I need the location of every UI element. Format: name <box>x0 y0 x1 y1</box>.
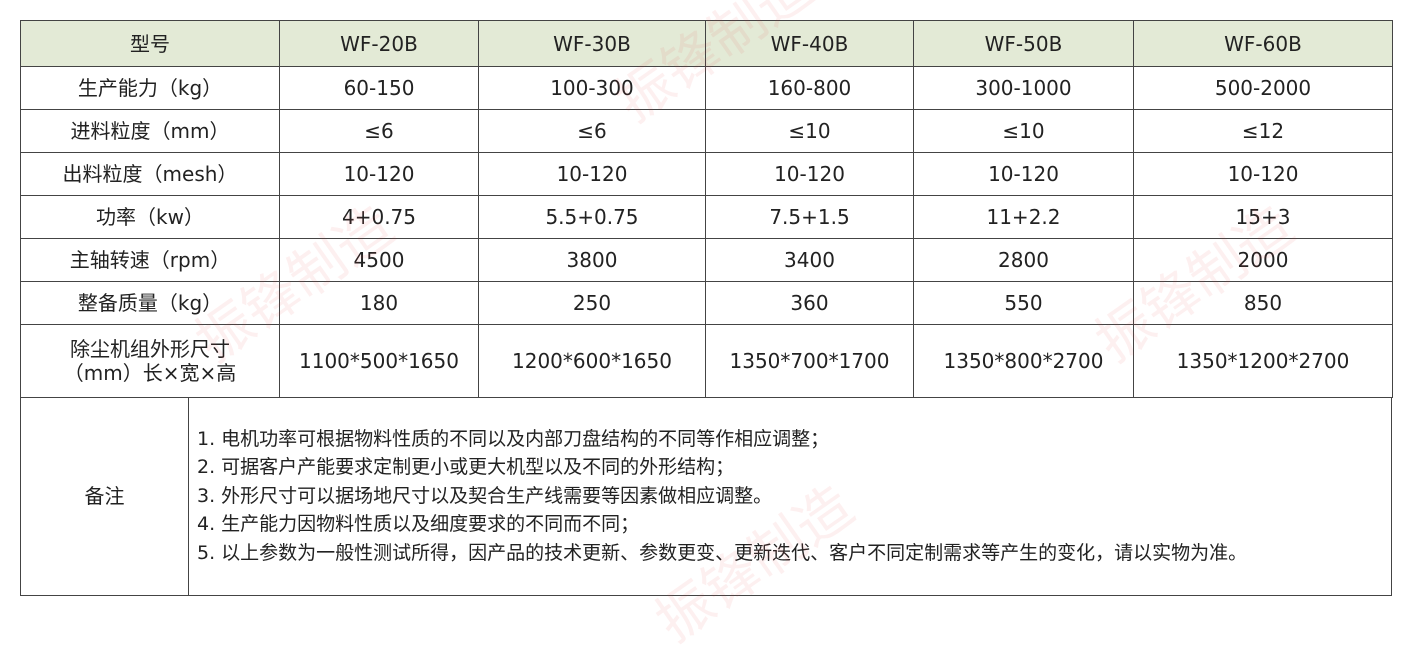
cell: 2000 <box>1133 238 1393 282</box>
cell: 10-120 <box>705 152 914 196</box>
cell: 10-120 <box>913 152 1134 196</box>
cell: ≤6 <box>279 109 479 153</box>
cell: ≤10 <box>705 109 914 153</box>
cell: 4+0.75 <box>279 195 479 239</box>
cell: 2800 <box>913 238 1134 282</box>
cell: 180 <box>279 281 479 325</box>
table-row-dimensions: 除尘机组外形尺寸 （mm）长×宽×高 1100*500*1650 1200*600… <box>20 324 1393 398</box>
cell: 360 <box>705 281 914 325</box>
row-label: 进料粒度（mm） <box>20 109 280 153</box>
row-label-line: 除尘机组外形尺寸 <box>70 337 230 361</box>
row-label: 除尘机组外形尺寸 （mm）长×宽×高 <box>20 324 280 398</box>
row-label-line: （mm）长×宽×高 <box>63 361 237 385</box>
note-item: 4. 生产能力因物料性质以及细度要求的不同而不同； <box>197 513 640 536</box>
model-header: WF-30B <box>478 20 706 67</box>
model-header: WF-40B <box>705 20 914 67</box>
table-row: 整备质量（kg） 180 250 360 550 850 <box>20 281 1393 325</box>
table-row: 进料粒度（mm） ≤6 ≤6 ≤10 ≤10 ≤12 <box>20 109 1393 153</box>
notes-text: 1. 电机功率可根据物料性质的不同以及内部刀盘结构的不同等作相应调整； 2. 可据… <box>188 397 1392 596</box>
cell: 5.5+0.75 <box>478 195 706 239</box>
spec-table: 型号 WF-20B WF-30B WF-40B WF-50B WF-60B 生产… <box>20 20 1393 398</box>
note-item: 2. 可据客户产能要求定制更小或更大机型以及不同的外形结构； <box>197 456 735 479</box>
model-header: WF-50B <box>913 20 1134 67</box>
model-header: WF-60B <box>1133 20 1393 67</box>
header-row: 型号 WF-20B WF-30B WF-40B WF-50B WF-60B <box>20 20 1393 67</box>
table-row: 出料粒度（mesh） 10-120 10-120 10-120 10-120 10-120 <box>20 152 1393 196</box>
row-label: 功率（kw） <box>20 195 280 239</box>
cell: 15+3 <box>1133 195 1393 239</box>
cell: 11+2.2 <box>913 195 1134 239</box>
cell: ≤12 <box>1133 109 1393 153</box>
note-item: 3. 外形尺寸可以据场地尺寸以及契合生产线需要等因素做相应调整。 <box>197 484 773 507</box>
model-header: WF-20B <box>279 20 479 67</box>
cell: 300-1000 <box>913 66 1134 110</box>
cell: 1100*500*1650 <box>279 324 479 398</box>
cell: 1200*600*1650 <box>478 324 706 398</box>
cell: 60-150 <box>279 66 479 110</box>
cell: 850 <box>1133 281 1393 325</box>
cell: 7.5+1.5 <box>705 195 914 239</box>
note-item: 1. 电机功率可根据物料性质的不同以及内部刀盘结构的不同等作相应调整； <box>197 427 830 450</box>
cell: 1350*1200*2700 <box>1133 324 1393 398</box>
notes-table: 备注 1. 电机功率可根据物料性质的不同以及内部刀盘结构的不同等作相应调整； 2. … <box>20 397 1392 596</box>
header-label: 型号 <box>20 20 280 67</box>
cell: 3800 <box>478 238 706 282</box>
row-label: 主轴转速（rpm） <box>20 238 280 282</box>
cell: ≤6 <box>478 109 706 153</box>
cell: ≤10 <box>913 109 1134 153</box>
cell: 100-300 <box>478 66 706 110</box>
cell: 550 <box>913 281 1134 325</box>
cell: 160-800 <box>705 66 914 110</box>
cell: 250 <box>478 281 706 325</box>
row-label: 整备质量（kg） <box>20 281 280 325</box>
note-item: 5. 以上参数为一般性测试所得，因产品的技术更新、参数更变、更新迭代、客户不同定… <box>197 541 1248 564</box>
notes-label: 备注 <box>20 397 189 596</box>
row-label: 生产能力（kg） <box>20 66 280 110</box>
table-row: 功率（kw） 4+0.75 5.5+0.75 7.5+1.5 11+2.2 15+3 <box>20 195 1393 239</box>
cell: 500-2000 <box>1133 66 1393 110</box>
table-row: 主轴转速（rpm） 4500 3800 3400 2800 2000 <box>20 238 1393 282</box>
row-label: 出料粒度（mesh） <box>20 152 280 196</box>
table-row: 生产能力（kg） 60-150 100-300 160-800 300-1000 500-… <box>20 66 1393 110</box>
cell: 4500 <box>279 238 479 282</box>
cell: 10-120 <box>478 152 706 196</box>
cell: 1350*800*2700 <box>913 324 1134 398</box>
cell: 10-120 <box>1133 152 1393 196</box>
cell: 3400 <box>705 238 914 282</box>
cell: 10-120 <box>279 152 479 196</box>
table-row-notes: 备注 1. 电机功率可根据物料性质的不同以及内部刀盘结构的不同等作相应调整； 2. … <box>20 397 1392 596</box>
cell: 1350*700*1700 <box>705 324 914 398</box>
